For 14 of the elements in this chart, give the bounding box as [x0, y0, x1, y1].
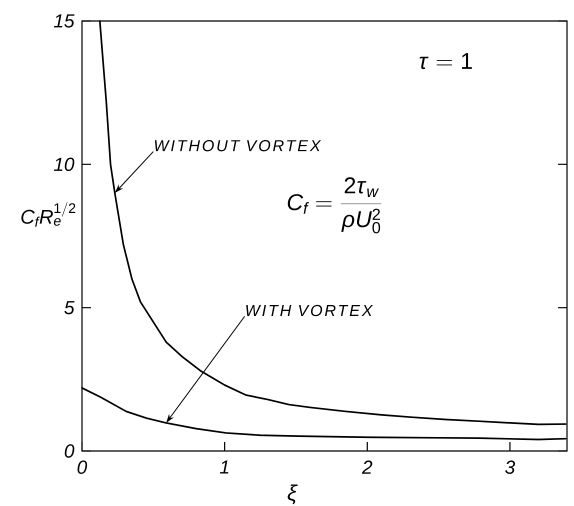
y-tick-label: 10 [54, 158, 74, 172]
y-axis-title: $C_f R_e^{1/2}$ [21, 202, 76, 227]
y-tick-label: 15 [54, 14, 75, 28]
annotation: $\tau = 1$ [420, 53, 472, 70]
text: WITHOUT VORTEX [154, 140, 322, 152]
x-tick-label: 3 [505, 460, 516, 474]
x-tick-label: 1 [220, 460, 228, 474]
x-tick-label: 2 [362, 460, 372, 474]
annotation: $C_f = \frac{2\tau_w}{\rho U_0^2}$ [288, 177, 382, 234]
y-tick-label: 5 [64, 301, 75, 314]
x-axis-title: ξ [288, 484, 298, 504]
x-tick-label: 0 [78, 460, 88, 474]
text: WITH VORTEX [246, 304, 373, 316]
y-tick-label: 0 [64, 444, 74, 458]
